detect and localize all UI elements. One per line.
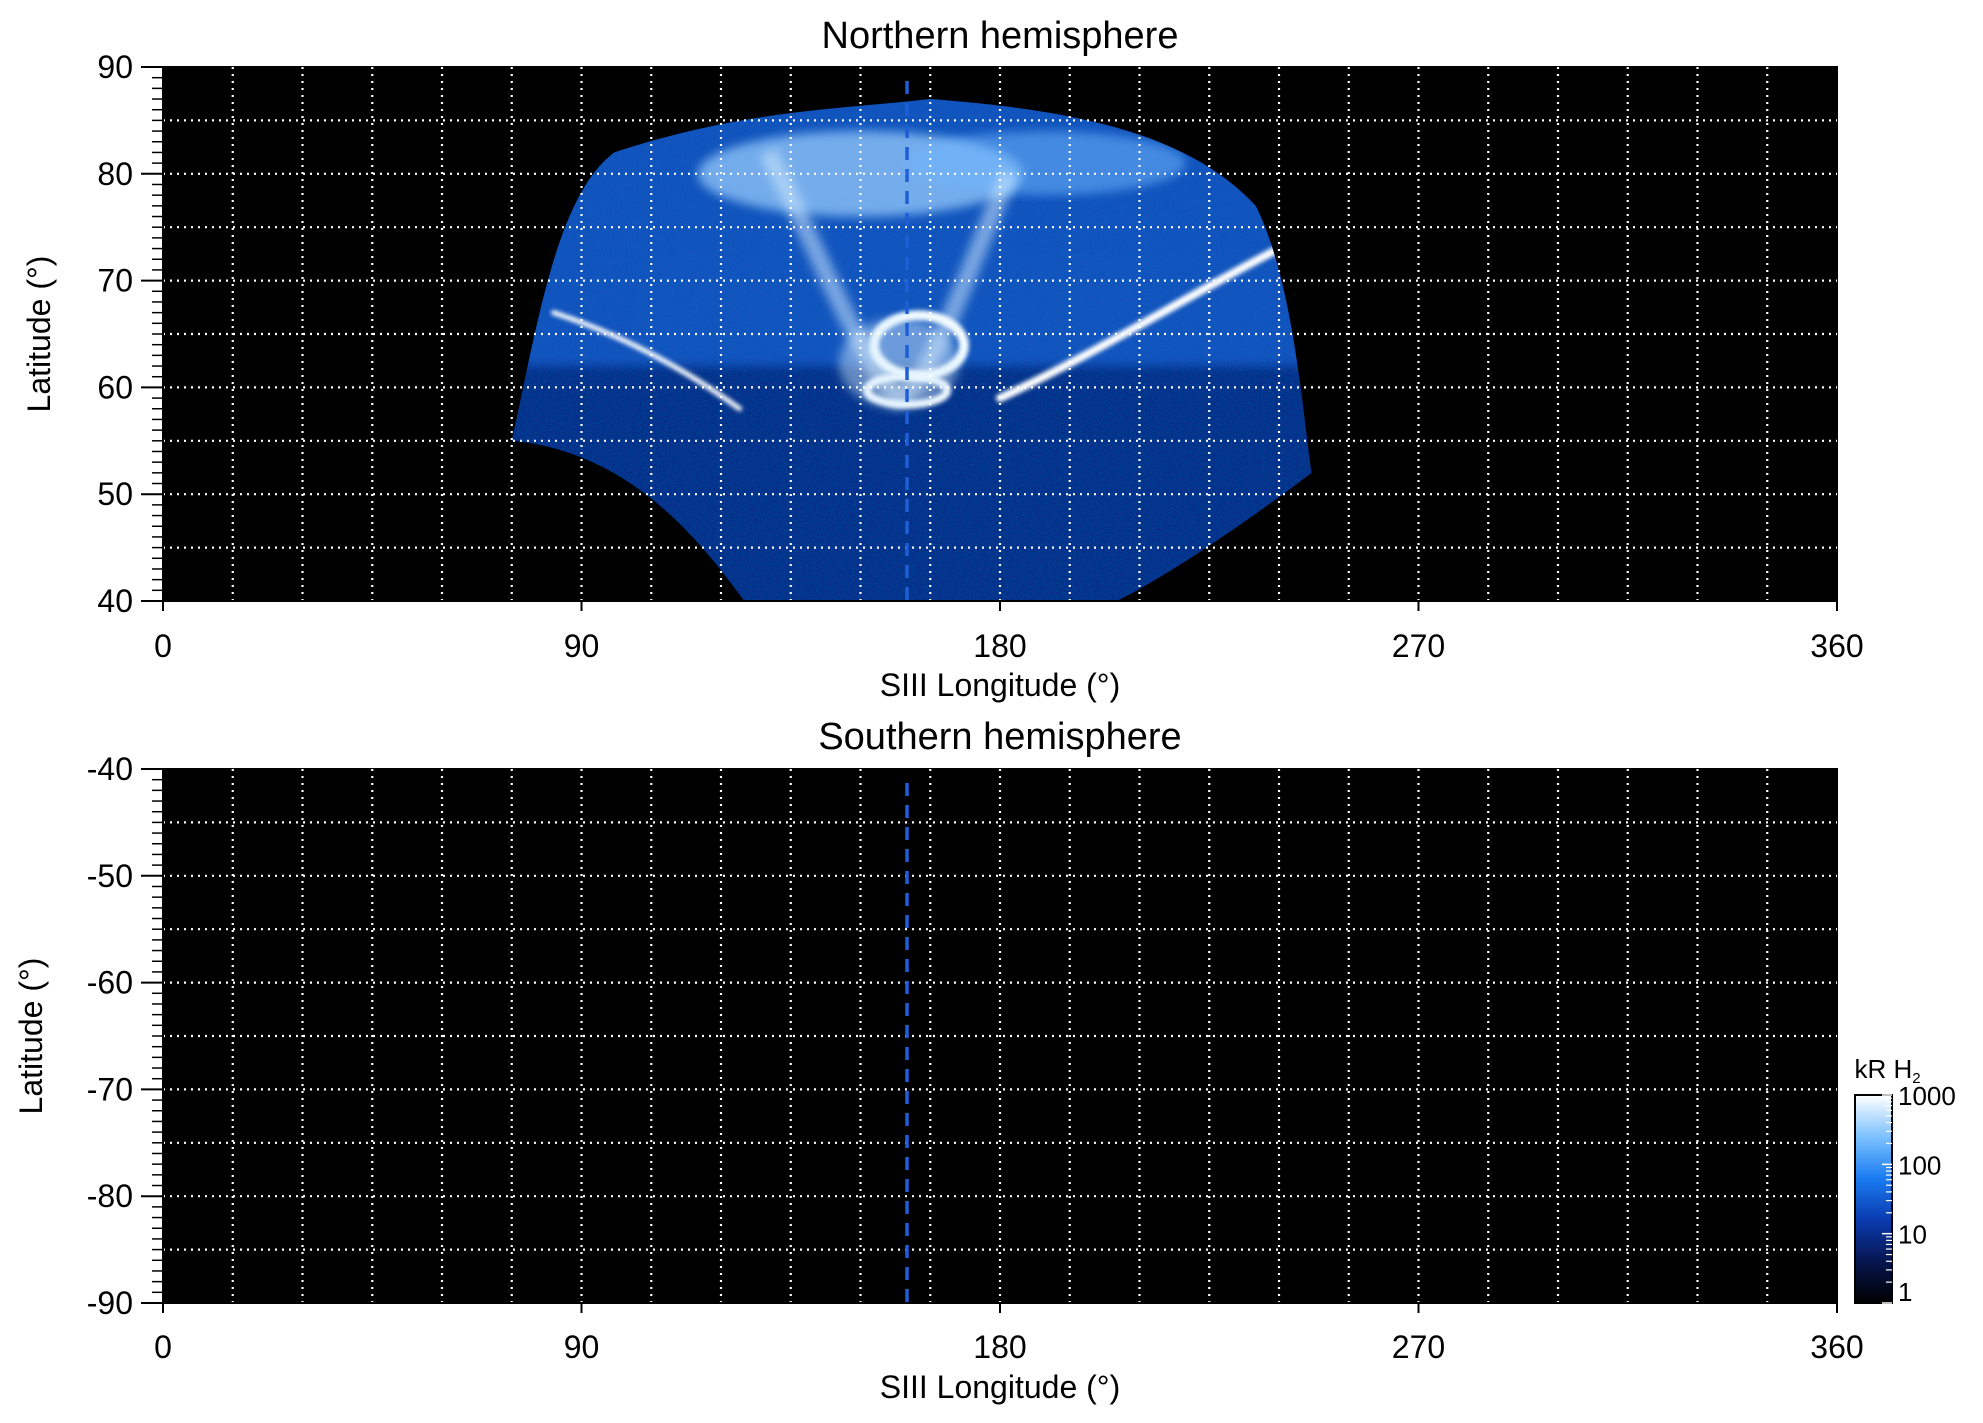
y-axis: -40 -50 -60 -70 -80 -90	[87, 751, 164, 1321]
colorbar-tick-label: 10	[1898, 1220, 1927, 1250]
y-tick-label: -70	[87, 1071, 133, 1107]
y-axis: 40 50 60 70 80 90	[97, 49, 164, 619]
x-axis: 0 90 180 270 360	[154, 600, 1864, 664]
colorbar-tick-label: 100	[1898, 1150, 1941, 1180]
northern-hemisphere-panel: Northern hemisphere 40 50 60 70 80 90 0 90 180 2…	[21, 15, 1864, 703]
x-tick-label: 180	[973, 1329, 1026, 1365]
panel-title: Southern hemisphere	[818, 716, 1181, 758]
y-tick-label: -60	[87, 965, 133, 1001]
colorbar-gradient	[1854, 1094, 1893, 1304]
x-tick-label: 360	[1810, 628, 1863, 664]
y-tick-label: -80	[87, 1178, 133, 1214]
y-tick-label: 60	[97, 369, 133, 405]
colorbar: kR H2 1 10 100 1000	[1854, 1054, 1956, 1307]
x-tick-label: 0	[154, 628, 172, 664]
colorbar-ticks: 1 10 100 1000	[1882, 1081, 1956, 1307]
y-tick-label: 50	[97, 476, 133, 512]
x-tick-label: 90	[564, 1329, 600, 1365]
colorbar-unit: kR H	[1854, 1054, 1912, 1084]
colorbar-tick-label: 1000	[1898, 1081, 1956, 1111]
colorbar-tick-label: 1	[1898, 1277, 1912, 1307]
y-tick-label: -40	[87, 751, 133, 787]
auroral-swirl	[839, 310, 969, 409]
y-tick-label: 40	[97, 583, 133, 619]
x-axis-label: SIII Longitude (°)	[880, 667, 1120, 703]
x-tick-label: 180	[973, 628, 1026, 664]
y-tick-label: -50	[87, 858, 133, 894]
grid-lines	[163, 67, 1837, 601]
auroral-arc	[551, 310, 743, 412]
y-axis-label: Latitude (°)	[21, 256, 57, 413]
x-tick-label: 0	[154, 1329, 172, 1365]
grid-lines	[163, 769, 1837, 1303]
auroral-arc	[996, 244, 1283, 403]
panel-title: Northern hemisphere	[822, 15, 1179, 57]
x-axis-label: SIII Longitude (°)	[880, 1369, 1120, 1405]
y-tick-label: 80	[97, 156, 133, 192]
x-tick-label: 360	[1810, 1329, 1863, 1365]
colorbar-minor-ticks	[1886, 1097, 1892, 1283]
x-tick-label: 270	[1392, 1329, 1445, 1365]
y-tick-label: -90	[87, 1285, 133, 1321]
colorbar-unit-subscript: 2	[1912, 1070, 1920, 1087]
y-axis-label: Latitude (°)	[13, 958, 49, 1115]
x-tick-label: 270	[1392, 628, 1445, 664]
colorbar-title: kR H2	[1854, 1054, 1920, 1087]
southern-hemisphere-panel: Southern hemisphere -40 -50 -60 -70 -80 -90 0…	[13, 716, 1864, 1405]
x-axis: 0 90 180 270 360	[154, 1302, 1864, 1365]
y-minor-ticks	[152, 778, 163, 1294]
y-tick-label: 70	[97, 263, 133, 299]
y-tick-label: 90	[97, 49, 133, 85]
y-minor-ticks	[152, 76, 163, 592]
x-tick-label: 90	[564, 628, 600, 664]
